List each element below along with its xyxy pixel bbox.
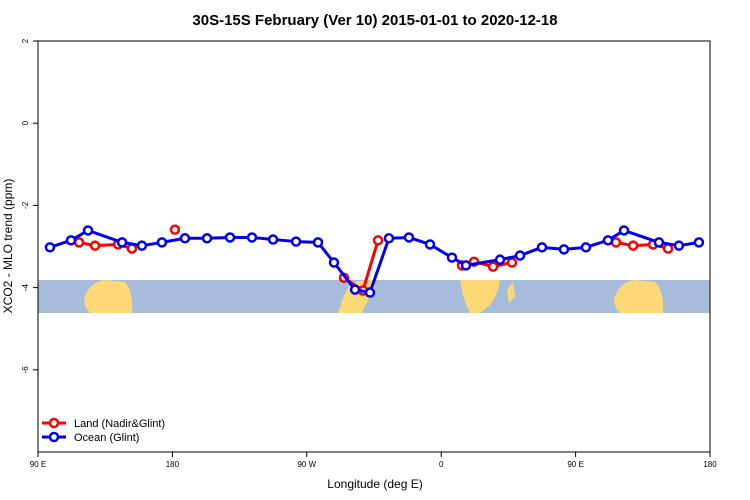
data-point [312, 237, 324, 248]
data-point [673, 240, 685, 251]
data-point [65, 235, 77, 246]
legend: Land (Nadir&Glint) Ocean (Glint) [42, 417, 165, 444]
data-point [460, 260, 472, 271]
data-point [328, 257, 340, 268]
y-tick-label: -6 [21, 366, 30, 374]
data-point [424, 239, 436, 250]
data-point [627, 240, 639, 251]
data-point [514, 250, 526, 261]
data-point [224, 232, 236, 243]
data-point [618, 225, 630, 236]
data-point [156, 237, 168, 248]
x-tick-label: 0 [439, 460, 444, 469]
x-tick-label: 90 E [30, 460, 46, 469]
data-point [580, 242, 592, 253]
plot-frame [37, 40, 711, 453]
data-point [267, 234, 279, 245]
land-africa [460, 280, 500, 313]
y-tick-label: 2 [21, 38, 30, 43]
x-tick-label: 90 E [567, 460, 583, 469]
data-point [558, 244, 570, 255]
data-point [653, 237, 665, 248]
data-point [116, 237, 128, 248]
data-point [403, 232, 415, 243]
data-point [44, 242, 56, 253]
legend-label: Ocean (Glint) [74, 432, 139, 444]
legend-marker [48, 431, 60, 443]
data-point [290, 236, 302, 247]
data-point [693, 237, 705, 248]
data-point [179, 233, 191, 244]
data-point [602, 235, 614, 246]
legend-label: Land (Nadir&Glint) [74, 418, 165, 430]
data-point [89, 240, 101, 251]
land-australia [84, 280, 133, 313]
x-tick-label: 90 W [297, 460, 316, 469]
data-point [136, 240, 148, 251]
legend-marker [48, 417, 60, 429]
data-point [246, 232, 258, 243]
data-point [383, 233, 395, 244]
y-tick-label: 0 [21, 120, 30, 125]
data-point [372, 235, 384, 246]
data-point [487, 261, 499, 272]
data-point [82, 225, 94, 236]
data-point [169, 224, 181, 235]
y-axis-label: XCO2 - MLO trend (ppm) [1, 179, 15, 314]
data-point [506, 257, 518, 268]
data-point [536, 242, 548, 253]
y-tick-label: -4 [21, 283, 30, 291]
y-tick-label: -2 [21, 201, 30, 209]
x-tick-label: 180 [703, 460, 717, 469]
land-madagascar [507, 282, 515, 303]
data-point [364, 287, 376, 298]
data-point [73, 237, 85, 248]
x-axis-label: Longitude (deg E) [327, 477, 422, 491]
land-australia-2 [614, 280, 664, 313]
data-point [201, 233, 213, 244]
chart-title: 30S-15S February (Ver 10) 2015-01-01 to … [192, 12, 557, 29]
x-tick-label: 180 [166, 460, 180, 469]
data-point [446, 252, 458, 263]
data-point [349, 284, 361, 295]
data-point [494, 254, 506, 265]
